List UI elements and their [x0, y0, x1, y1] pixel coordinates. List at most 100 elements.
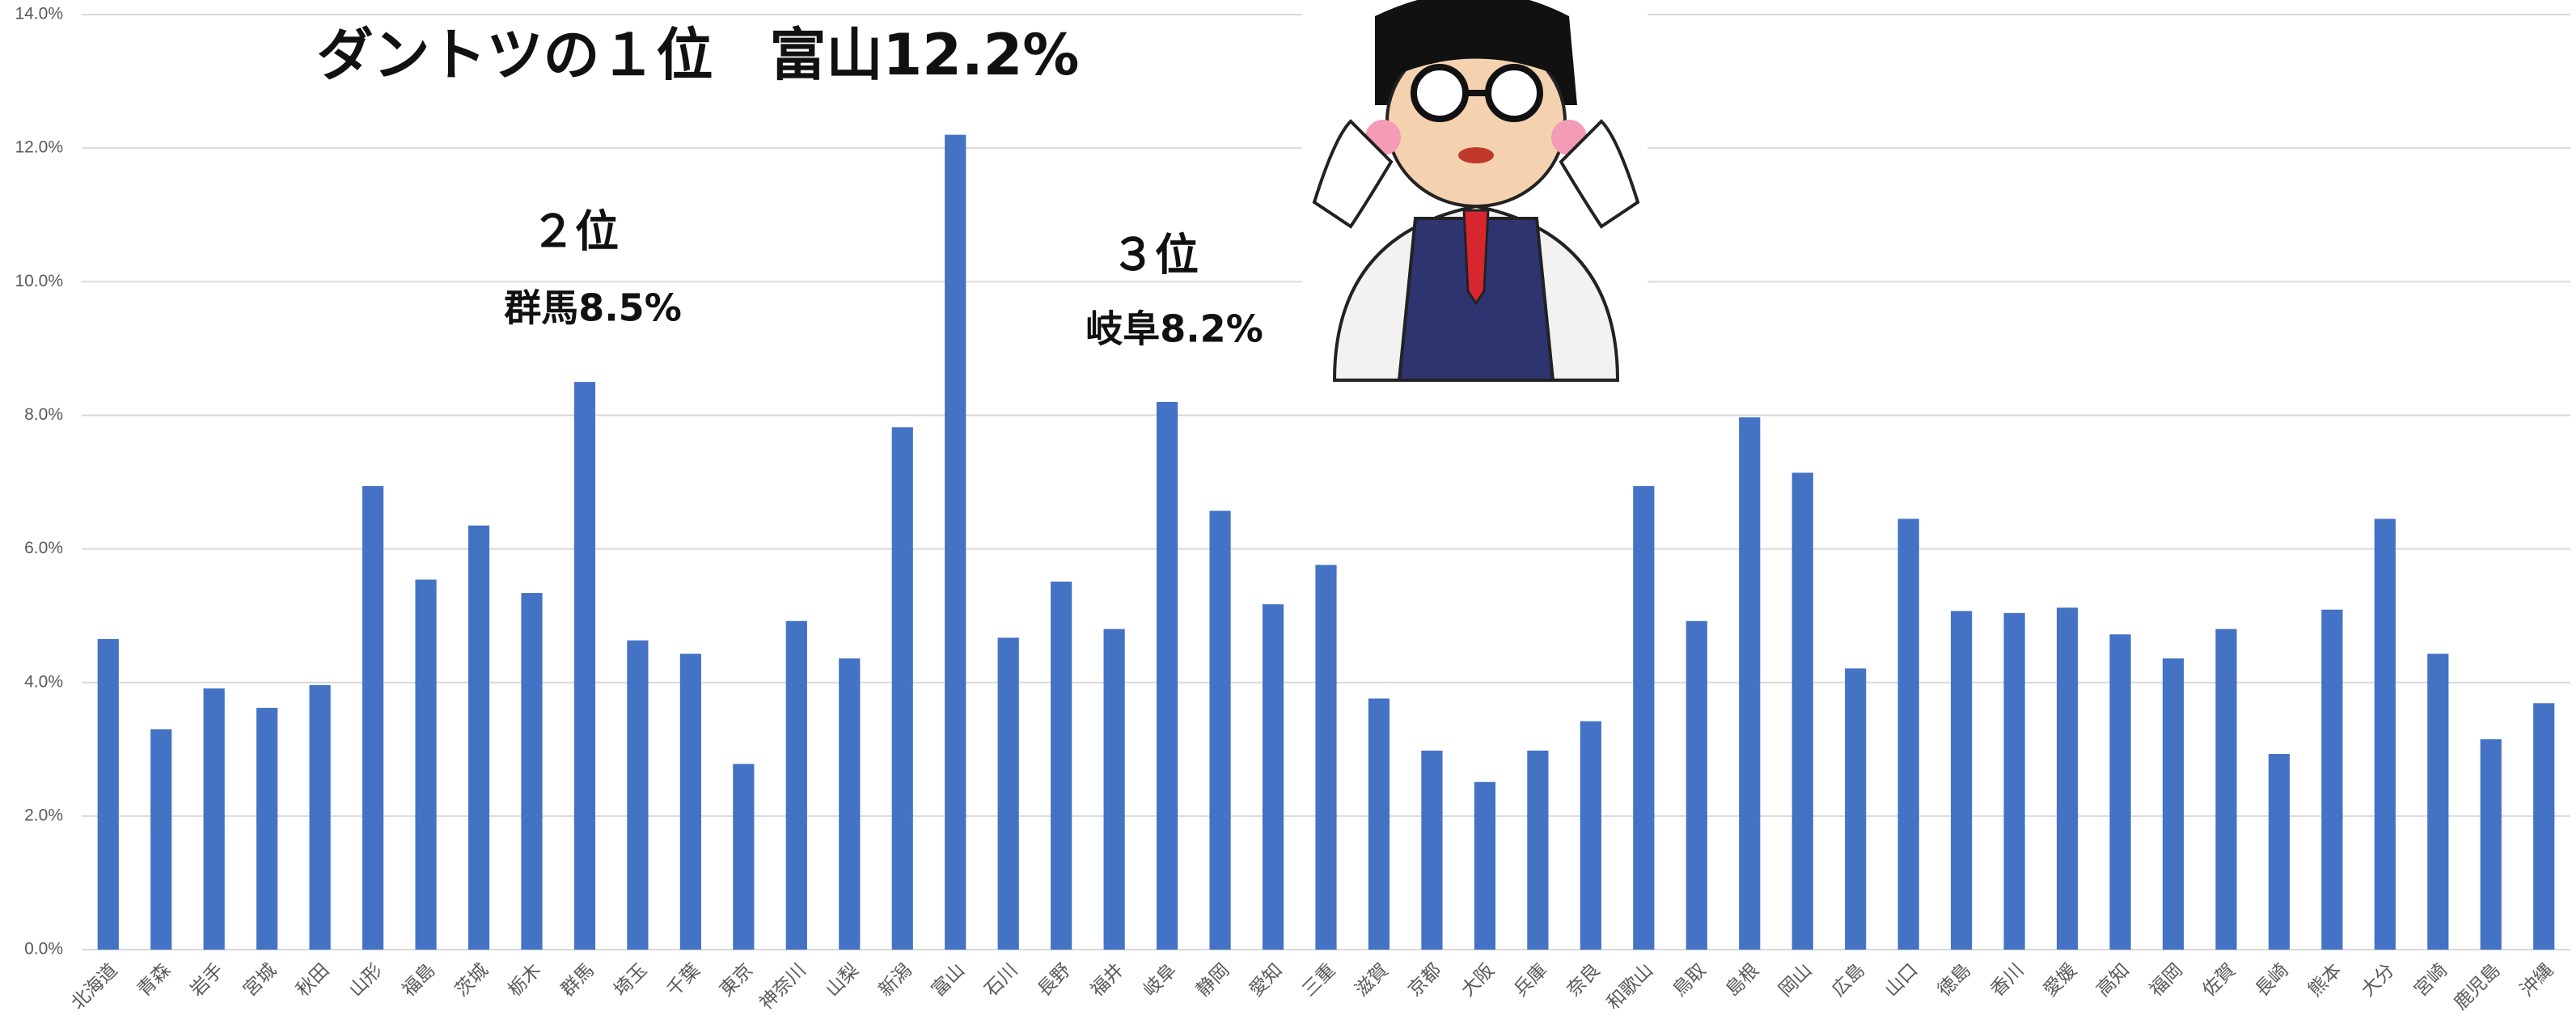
- bar: [1580, 722, 1601, 950]
- y-tick-label: 0.0%: [24, 940, 63, 959]
- x-tick-label: 山梨: [822, 959, 863, 1001]
- bar: [1104, 629, 1125, 950]
- bar: [2533, 703, 2554, 950]
- bar: [2057, 607, 2078, 950]
- bar: [1633, 486, 1654, 950]
- x-tick-label: 佐賀: [2198, 959, 2240, 1001]
- bar: [945, 135, 966, 950]
- bar: [1368, 699, 1390, 950]
- x-tick-label: 香川: [1987, 959, 2028, 1001]
- bar: [1951, 611, 1972, 950]
- bar: [1209, 511, 1230, 950]
- x-tick-label: 鳥取: [1669, 959, 1711, 1001]
- y-tick-label: 8.0%: [24, 405, 63, 424]
- x-tick-label: 秋田: [293, 959, 334, 1001]
- y-tick-label: 12.0%: [15, 138, 63, 157]
- y-tick-label: 10.0%: [15, 272, 63, 290]
- bar: [2109, 634, 2130, 950]
- bar: [1315, 565, 1336, 950]
- x-tick-label: 茨城: [451, 959, 493, 1001]
- x-tick-label: 京都: [1404, 959, 1445, 1001]
- y-tick-label: 4.0%: [24, 672, 63, 691]
- bar: [2003, 613, 2024, 950]
- annotation: ダントツの１位 富山12.2%: [317, 22, 1080, 88]
- bar: [1527, 751, 1548, 950]
- x-tick-label: 千葉: [663, 959, 704, 1001]
- x-tick-label: 神奈川: [755, 959, 810, 1014]
- bar: [1051, 582, 1072, 950]
- annotation: ２位: [531, 206, 619, 257]
- x-tick-label: 栃木: [504, 959, 545, 1001]
- bar: [1898, 518, 1919, 950]
- bar: [839, 658, 860, 950]
- bar: [1263, 604, 1284, 950]
- x-tick-label: 島根: [1722, 959, 1763, 1001]
- bar: [2427, 654, 2448, 950]
- x-tick-label: 新潟: [875, 959, 916, 1001]
- cartoon: [1302, 0, 1648, 389]
- annotation: 群馬8.5%: [504, 286, 682, 330]
- bar: [521, 593, 542, 950]
- bar: [2269, 754, 2290, 950]
- chart: 0.0% 2.0% 4.0% 6.0% 8.0% 10.0% 12.0% 14.0% 北海道青森…: [0, 0, 2576, 1020]
- bar: [468, 526, 489, 950]
- x-tick-label: 長野: [1034, 959, 1075, 1001]
- x-tick-label: 広島: [1828, 959, 1869, 1001]
- bar: [1792, 472, 1813, 950]
- bar: [2321, 610, 2342, 950]
- x-tick-label: 愛知: [1246, 959, 1287, 1001]
- x-tick-label: 和歌山: [1603, 959, 1657, 1014]
- annotation: 岐阜8.2%: [1085, 307, 1263, 351]
- bar: [310, 685, 331, 950]
- x-tick-label: 岩手: [187, 959, 228, 1001]
- x-tick-label: 岡山: [1775, 959, 1817, 1001]
- bar: [574, 382, 595, 950]
- y-tick-label: 14.0%: [15, 5, 63, 23]
- bar: [1739, 417, 1760, 950]
- x-tick-label: 大分: [2358, 959, 2399, 1001]
- x-tick-label: 鹿児島: [2450, 959, 2504, 1014]
- bar: [2215, 629, 2236, 950]
- bar: [1157, 402, 1178, 950]
- x-tick-label: 山口: [1881, 959, 1922, 1001]
- plot: 0.0% 2.0% 4.0% 6.0% 8.0% 10.0% 12.0% 14.0% 北海道青森…: [15, 5, 2570, 1014]
- x-tick-label: 宮城: [239, 959, 281, 1001]
- bar: [204, 688, 225, 950]
- x-tick-label: 三重: [1298, 959, 1339, 1001]
- annotation: ３位: [1111, 230, 1199, 281]
- x-tick-label: 長崎: [2252, 959, 2293, 1001]
- x-tick-label: 青森: [133, 959, 175, 1001]
- x-tick-label: 岐阜: [1140, 959, 1181, 1001]
- bar: [1421, 751, 1442, 950]
- x-tick-label: 北海道: [67, 959, 121, 1014]
- bar: [680, 654, 701, 950]
- x-tick-label: 滋賀: [1351, 959, 1393, 1001]
- y-tick-label: 2.0%: [24, 806, 63, 824]
- x-tick-label: 大阪: [1457, 959, 1499, 1001]
- bar: [998, 637, 1019, 950]
- bar: [1686, 621, 1707, 950]
- x-tick-label: 埼玉: [610, 959, 651, 1001]
- bar: [786, 621, 807, 950]
- x-tick-label: 奈良: [1563, 959, 1605, 1001]
- x-tick-label: 福島: [398, 959, 439, 1001]
- bar: [1845, 668, 1866, 950]
- bar: [733, 764, 754, 950]
- bar: [98, 639, 119, 950]
- x-tick-label: 熊本: [2304, 959, 2345, 1001]
- bar: [256, 708, 277, 950]
- x-tick-label: 愛媛: [2040, 959, 2081, 1001]
- y-tick-label: 6.0%: [24, 539, 63, 557]
- x-tick-label: 沖縄: [2516, 959, 2557, 1001]
- bar: [627, 641, 648, 950]
- bar: [2163, 658, 2184, 950]
- bar: [2375, 518, 2396, 950]
- x-tick-label: 徳島: [1934, 959, 1975, 1001]
- x-tick-label: 静岡: [1192, 959, 1233, 1001]
- x-tick-label: 兵庫: [1510, 959, 1551, 1001]
- bar: [892, 427, 913, 950]
- bar: [415, 580, 436, 950]
- x-tick-label: 富山: [928, 959, 969, 1001]
- x-tick-label: 宮崎: [2410, 959, 2451, 1001]
- x-tick-label: 山形: [345, 959, 387, 1001]
